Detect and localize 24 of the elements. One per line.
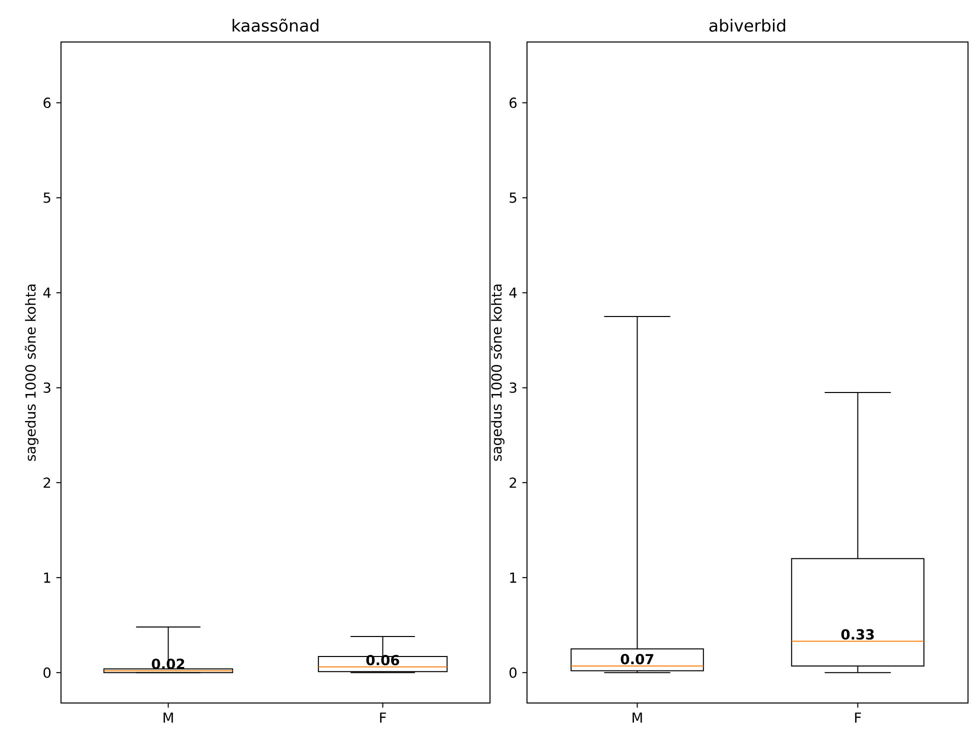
x-tick-label: M — [164, 712, 173, 723]
y-tick-label: 3 — [44, 382, 50, 393]
y-tick-label: 6 — [510, 98, 517, 108]
y-tick-label: 5 — [44, 192, 50, 203]
y-tick-label: 2 — [44, 478, 50, 488]
x-tick-label: M — [632, 712, 642, 723]
y-axis-title: sagedus 1000 sõne kohta — [490, 284, 504, 461]
text: 0.07 — [620, 654, 654, 664]
chart-title: abiverbid — [709, 18, 786, 32]
text: 0.33 — [841, 629, 874, 640]
y-tick-label: 4 — [509, 288, 517, 298]
y-tick-label: 0 — [44, 667, 51, 678]
y-tick-label: 4 — [43, 288, 51, 298]
y-tick-label: 0 — [510, 667, 517, 678]
y-tick-label: 3 — [510, 382, 516, 393]
y-tick-label: 5 — [510, 192, 516, 203]
y-tick-label: 2 — [510, 478, 516, 488]
y-tick-label: 1 — [510, 572, 516, 583]
chart-title: kaassõnad — [232, 18, 318, 32]
x-tick-label: F — [380, 712, 386, 723]
y-tick-label: 1 — [44, 572, 50, 583]
y-axis-title: sagedus 1000 sõne kohta — [24, 284, 38, 461]
y-tick-label: 6 — [44, 98, 51, 108]
x-tick-label: F — [855, 712, 861, 723]
